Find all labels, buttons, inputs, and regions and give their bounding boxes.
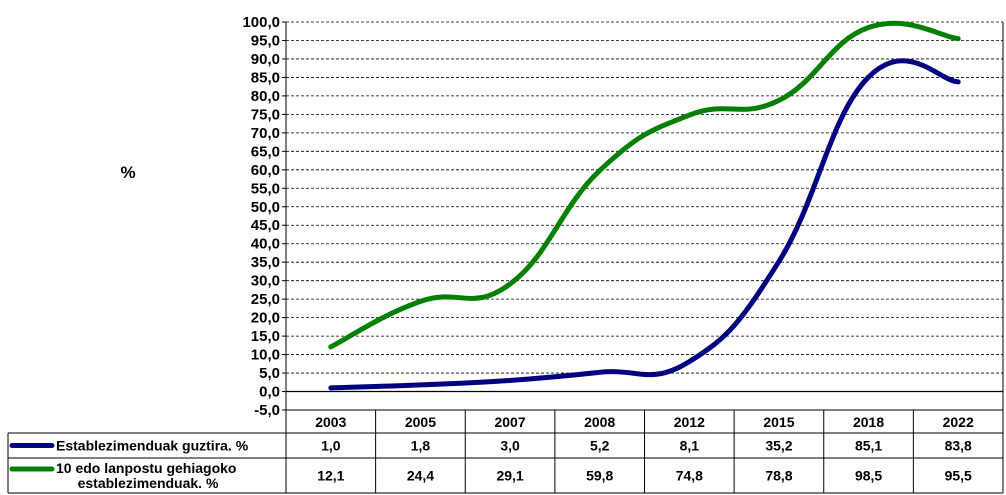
- data-label: 24,4: [407, 468, 434, 484]
- data-label: 8,1: [680, 438, 700, 454]
- data-label: 1,8: [411, 438, 431, 454]
- data-label: 85,1: [855, 438, 882, 454]
- series-line: [328, 58, 961, 391]
- data-label: 98,5: [855, 468, 882, 484]
- x-tick-label: 2003: [315, 414, 346, 430]
- y-tick-label: 5,0: [259, 365, 280, 382]
- data-label: 5,2: [590, 438, 610, 454]
- x-tick-label: 2015: [763, 414, 794, 430]
- y-tick-label: -5,0: [254, 402, 280, 419]
- y-tick-label: 75,0: [251, 106, 280, 123]
- data-table: 2003 2005 2007 2008 2012 2015 2018 2022 Establez…: [7, 409, 1004, 494]
- data-label: 59,8: [586, 468, 613, 484]
- y-tick-label: 35,0: [251, 254, 280, 271]
- data-label: 1,0: [321, 438, 341, 454]
- y-tick-label: 85,0: [251, 69, 280, 86]
- y-tick-label: 45,0: [251, 217, 280, 234]
- y-tick-label: 55,0: [251, 180, 280, 197]
- y-tick-label: 30,0: [251, 273, 280, 290]
- y-tick-label: 50,0: [251, 199, 280, 216]
- y-tick-label: 100,0: [242, 14, 280, 31]
- data-label: 3,0: [500, 438, 520, 454]
- y-axis-ticks: 100,095,0 90,085,0 80,075,0 70,065,0 60,055,…: [242, 14, 286, 419]
- data-label: 35,2: [765, 438, 792, 454]
- y-tick-label: 10,0: [251, 347, 280, 364]
- y-axis-label: %: [120, 163, 135, 182]
- gridlines: [285, 21, 1004, 411]
- data-label: 74,8: [676, 468, 703, 484]
- data-label: 95,5: [945, 468, 972, 484]
- x-tick-label: 2018: [853, 414, 884, 430]
- series-lines: [328, 20, 961, 391]
- y-tick-label: 20,0: [251, 310, 280, 327]
- y-tick-label: 40,0: [251, 236, 280, 253]
- legend-label: Establezimenduak guztira. %: [56, 438, 249, 454]
- y-tick-label: 25,0: [251, 291, 280, 308]
- y-tick-label: 0,0: [259, 384, 280, 401]
- x-tick-label: 2012: [674, 414, 705, 430]
- y-tick-label: 65,0: [251, 143, 280, 160]
- x-tick-label: 2007: [494, 414, 525, 430]
- legend-label: 10 edo lanpostu gehiagoko: [56, 460, 236, 476]
- data-label: 78,8: [765, 468, 792, 484]
- y-tick-label: 90,0: [251, 51, 280, 68]
- data-label: 12,1: [317, 468, 344, 484]
- series-line: [328, 20, 961, 350]
- x-tick-label: 2008: [584, 414, 615, 430]
- y-tick-label: 60,0: [251, 162, 280, 179]
- data-label: 83,8: [945, 438, 972, 454]
- y-tick-label: 95,0: [251, 32, 280, 49]
- y-tick-label: 70,0: [251, 125, 280, 142]
- x-tick-label: 2022: [943, 414, 974, 430]
- x-tick-label: 2005: [405, 414, 436, 430]
- data-label: 29,1: [496, 468, 523, 484]
- legend-label: establezimenduak. %: [78, 475, 219, 491]
- y-tick-label: 15,0: [251, 328, 280, 345]
- y-tick-label: 80,0: [251, 88, 280, 105]
